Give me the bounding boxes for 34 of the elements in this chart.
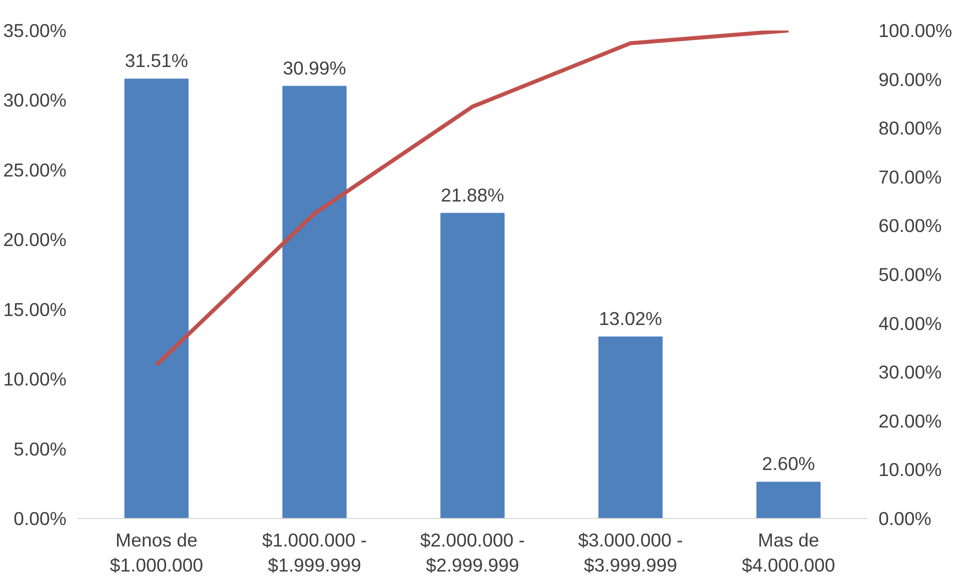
y2-tick-label: 90.00% bbox=[878, 68, 942, 90]
y2-tick-label: 0.00% bbox=[878, 508, 932, 529]
y-tick-label: 15.00% bbox=[3, 298, 67, 320]
y-tick-label: 25.00% bbox=[3, 159, 67, 180]
data-label: 2.60% bbox=[762, 453, 815, 474]
y-tick-label: 20.00% bbox=[3, 229, 67, 250]
y-tick-label: 10.00% bbox=[3, 368, 67, 390]
bar bbox=[756, 482, 821, 518]
x-tick-label: $3.000.000 - $3.999.999 bbox=[578, 530, 683, 576]
x-tick-label: $2.000.000 - $2.999.999 bbox=[420, 530, 525, 576]
y2-tick-label: 10.00% bbox=[878, 459, 942, 480]
bar bbox=[282, 86, 347, 518]
x-tick-label: $1.000.000 - $1.999.999 bbox=[262, 530, 367, 576]
y2-tick-label: 60.00% bbox=[878, 215, 942, 236]
y2-tick-label: 20.00% bbox=[878, 410, 942, 432]
y2-tick-label: 30.00% bbox=[878, 362, 942, 383]
bar bbox=[124, 78, 189, 518]
bar bbox=[440, 212, 505, 518]
x-tick-label: Mas de $4.000.000 bbox=[742, 530, 836, 576]
y-tick-label: 0.00% bbox=[14, 508, 67, 529]
y2-tick-label: 50.00% bbox=[878, 264, 942, 285]
y2-tick-label: 40.00% bbox=[878, 312, 942, 334]
data-label: 21.88% bbox=[440, 184, 504, 206]
data-label: 13.02% bbox=[598, 308, 662, 329]
data-label: 30.99% bbox=[282, 57, 346, 78]
y-tick-label: 35.00% bbox=[3, 20, 67, 41]
y-tick-label: 30.00% bbox=[3, 90, 67, 111]
y-tick-label: 5.00% bbox=[14, 438, 67, 460]
y2-tick-label: 100.00% bbox=[878, 20, 952, 41]
bar bbox=[598, 336, 663, 518]
x-tick-label: Menos de $1.000.000 bbox=[110, 530, 204, 576]
data-label: 31.51% bbox=[124, 50, 188, 72]
y2-tick-label: 70.00% bbox=[878, 166, 942, 188]
y2-tick-label: 80.00% bbox=[878, 118, 942, 139]
